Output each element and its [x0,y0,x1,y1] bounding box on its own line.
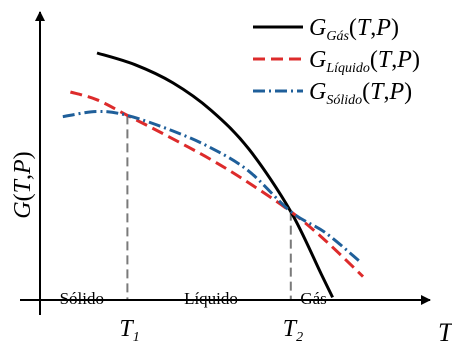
series-line-sólido [62,109,361,263]
x-tick-label-2: T2 [283,316,303,345]
legend-label-gás: GGás(T,P) [309,15,399,44]
y-axis-label: G(T,P) [10,151,36,218]
x-axis-label: T [438,318,452,345]
legend-label-sólido: GSólido(T,P) [309,79,412,108]
legend-label-líquido: GLíquido(T,P) [309,47,420,76]
series-line-líquido [69,90,365,278]
series-line-gás [96,51,334,299]
label-layer: G(T,P) T T1 T2 Sólido Líquido Gás [10,151,452,345]
series-layer [62,51,365,299]
annotation-layer [126,115,292,300]
region-label-lquido: Líquido [184,289,238,308]
region-label-gs: Gás [300,289,326,308]
region-label-slido: Sólido [60,289,104,308]
legend: GGás(T,P) GLíquido(T,P) GSólido(T,P) [253,15,420,108]
x-tick-label-1: T1 [119,316,139,345]
